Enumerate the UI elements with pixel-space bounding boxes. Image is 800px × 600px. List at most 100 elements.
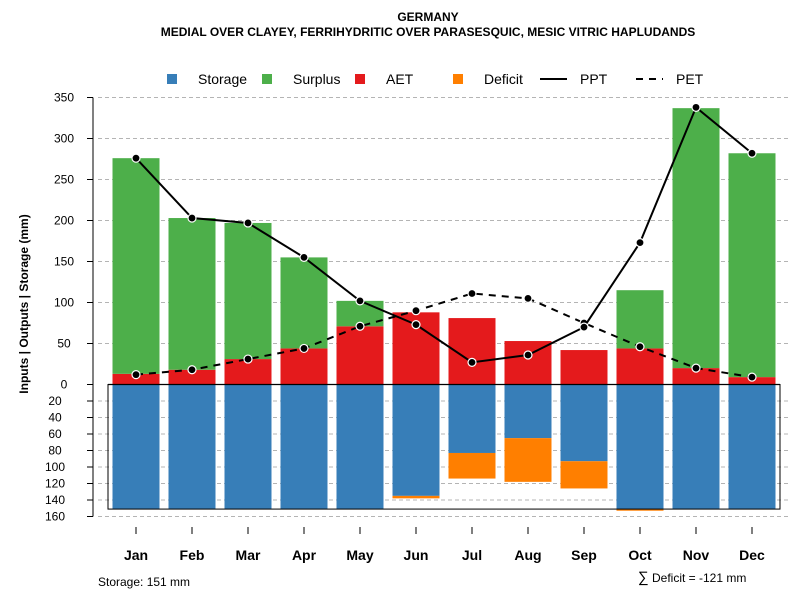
- y-tick-label: 100: [54, 296, 74, 310]
- legend-label-storage: Storage: [198, 71, 247, 87]
- bar-storage: [560, 384, 608, 462]
- deficit-footer: Deficit = -121 mm: [652, 571, 746, 585]
- legend-swatch-aet: [355, 74, 365, 84]
- legend: Storage Surplus AET Deficit PPT PET: [167, 71, 704, 87]
- bar-deficit: [448, 452, 496, 479]
- point-pet: [411, 306, 421, 316]
- point-ppt: [747, 148, 757, 158]
- point-pet: [467, 288, 477, 299]
- bar-deficit: [560, 461, 608, 489]
- x-tick-label: Nov: [683, 547, 710, 563]
- bar-storage: [728, 384, 776, 510]
- series-lines: [131, 102, 757, 382]
- bars: [112, 108, 776, 511]
- bar-storage: [504, 384, 552, 439]
- line-pet: [135, 292, 753, 379]
- bar-storage: [448, 384, 496, 453]
- x-tick-label: Apr: [292, 547, 317, 563]
- y-tick-label: 250: [54, 173, 74, 187]
- plot-frame: [107, 383, 781, 510]
- y-tick-label: 200: [54, 214, 74, 228]
- bar-storage: [224, 384, 272, 510]
- bar-storage: [616, 384, 664, 510]
- chart-title: GERMANY: [397, 10, 458, 24]
- point-pet: [635, 342, 645, 352]
- bar-storage: [392, 384, 440, 496]
- legend-swatch-surplus: [262, 74, 272, 84]
- point-ppt: [523, 350, 533, 360]
- point-pet: [243, 354, 253, 364]
- x-tick-label: Oct: [628, 547, 652, 563]
- y-tick-label: 0: [61, 378, 68, 392]
- point-ppt: [579, 322, 589, 332]
- bar-storage: [672, 384, 720, 510]
- y-tick-label: 160: [45, 510, 65, 524]
- legend-label-pet: PET: [676, 71, 704, 87]
- bar-deficit: [504, 438, 552, 482]
- bar-surplus: [616, 290, 664, 349]
- legend-label-surplus: Surplus: [293, 71, 340, 87]
- point-ppt: [467, 357, 477, 367]
- point-ppt: [411, 320, 421, 330]
- x-tick-label: Jul: [462, 547, 482, 563]
- legend-swatch-storage: [167, 74, 177, 84]
- bar-storage: [336, 384, 384, 510]
- bar-deficit: [392, 495, 440, 499]
- y-tick-label: 350: [54, 91, 74, 105]
- point-pet: [523, 293, 533, 303]
- point-pet: [747, 372, 757, 382]
- legend-label-ppt: PPT: [580, 71, 608, 87]
- bar-aet: [560, 350, 608, 385]
- bar-surplus: [280, 257, 328, 349]
- deficit-sum-symbol: ∑: [638, 569, 649, 586]
- bar-surplus: [112, 158, 160, 374]
- point-ppt: [355, 296, 365, 306]
- bar-aet: [168, 369, 216, 385]
- y-tick-label: 300: [54, 132, 74, 146]
- legend-label-aet: AET: [386, 71, 414, 87]
- y-tick-label: 60: [48, 427, 62, 441]
- x-tick-label: Mar: [236, 547, 261, 563]
- bar-aet: [280, 348, 328, 385]
- x-tick-label: Dec: [739, 547, 765, 563]
- legend-swatch-deficit: [453, 74, 463, 84]
- point-ppt: [131, 153, 141, 163]
- bar-storage: [168, 384, 216, 510]
- bar-surplus: [728, 153, 776, 378]
- x-axis: Jan Feb Mar Apr May Jun Jul Aug Sep Oct Nov Dec: [124, 527, 765, 563]
- bar-deficit: [616, 509, 664, 511]
- point-ppt: [635, 238, 645, 248]
- legend-label-deficit: Deficit: [484, 71, 523, 87]
- y-tick-label: 150: [54, 255, 74, 269]
- point-pet: [299, 343, 309, 354]
- bar-aet: [336, 326, 384, 385]
- y-tick-label: 50: [57, 337, 71, 351]
- bar-aet: [616, 348, 664, 385]
- x-tick-label: Aug: [514, 547, 541, 563]
- point-pet: [691, 363, 701, 373]
- point-ppt: [187, 213, 197, 223]
- y-tick-label: 80: [48, 444, 62, 458]
- x-tick-label: Jun: [404, 547, 429, 563]
- point-ppt: [691, 102, 701, 112]
- y-tick-label: 120: [45, 477, 65, 491]
- y-tick-label: 100: [45, 460, 65, 474]
- point-pet: [355, 321, 365, 331]
- y-tick-label: 140: [45, 493, 65, 507]
- line-ppt: [135, 105, 753, 364]
- bar-storage: [112, 384, 160, 510]
- x-tick-label: Feb: [180, 547, 205, 563]
- y-tick-label: 40: [48, 411, 62, 425]
- point-pet: [131, 370, 141, 380]
- bar-storage: [280, 384, 328, 510]
- x-tick-label: Sep: [571, 547, 597, 563]
- x-tick-label: May: [346, 547, 373, 563]
- point-pet: [187, 365, 197, 375]
- storage-footer: Storage: 151 mm: [98, 575, 190, 589]
- bar-surplus: [224, 222, 272, 360]
- y-axis: 0 50 100 150 200 250 300 350 20 40 60 80 100 120 140 16…: [45, 91, 94, 524]
- bar-aet: [672, 368, 720, 385]
- point-ppt: [299, 252, 309, 262]
- y-axis-label: Inputs | Outputs | Storage (mm): [17, 214, 31, 393]
